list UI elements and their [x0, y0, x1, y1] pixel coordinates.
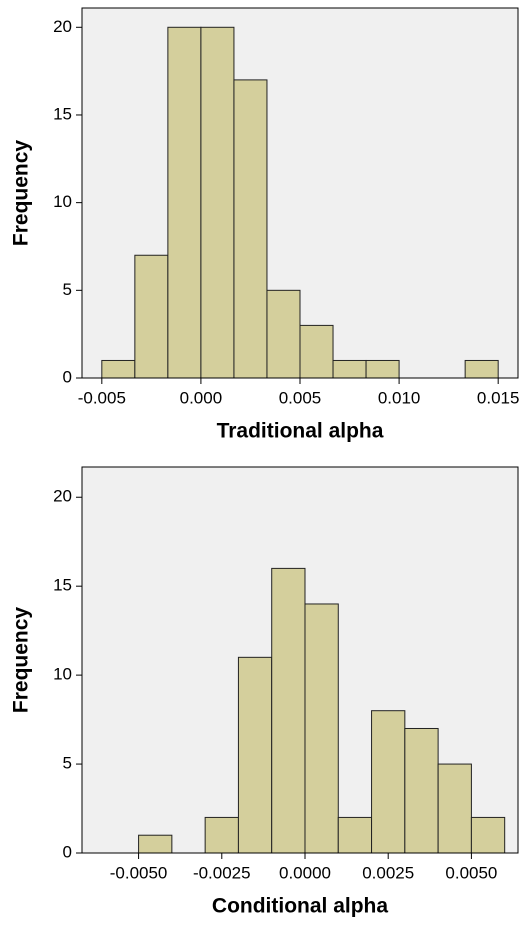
x-tick-label: 0.015	[477, 388, 520, 407]
x-tick-label: 0.010	[378, 388, 421, 407]
bar	[138, 834, 173, 854]
x-tick-label: 0.0000	[279, 863, 331, 882]
bar	[365, 359, 400, 379]
y-tick-label: 15	[53, 576, 72, 595]
bar	[266, 289, 301, 379]
y-tick-label: 5	[63, 754, 72, 773]
x-tick-label: -0.005	[78, 388, 126, 407]
plot-frame	[81, 466, 519, 854]
bar	[332, 359, 367, 379]
y-tick-label: 10	[53, 665, 72, 684]
bar	[167, 26, 202, 379]
y-axis-title: Frequency	[10, 140, 33, 247]
bar	[371, 710, 406, 854]
y-tick-label: 10	[53, 192, 72, 211]
x-tick-label: 0.000	[180, 388, 223, 407]
y-tick-label: 20	[53, 17, 72, 36]
x-axis-title: Conditional alpha	[212, 895, 388, 918]
bar	[337, 816, 373, 854]
bar	[470, 816, 506, 854]
bar	[299, 324, 334, 379]
x-tick-label: -0.0025	[193, 863, 251, 882]
y-tick-label: 0	[63, 367, 72, 386]
x-tick-label: 0.0050	[445, 863, 497, 882]
x-tick-label: 0.0025	[362, 863, 414, 882]
y-tick-label: 0	[63, 842, 72, 861]
x-tick-label: -0.0050	[110, 863, 168, 882]
y-axis-title: Frequency	[10, 607, 33, 714]
y-tick-label: 15	[53, 104, 72, 123]
x-axis-title: Traditional alpha	[217, 420, 384, 443]
bar	[200, 26, 235, 379]
x-tick-label: 0.005	[279, 388, 322, 407]
bar	[204, 816, 239, 854]
bar	[404, 727, 439, 854]
bar	[101, 359, 136, 379]
bar	[134, 254, 169, 379]
bar	[437, 763, 472, 854]
y-tick-label: 5	[63, 280, 72, 299]
bar	[233, 79, 268, 379]
bar	[304, 603, 339, 854]
bar	[464, 359, 499, 379]
bar	[237, 656, 273, 854]
bar	[271, 567, 306, 854]
y-tick-label: 20	[53, 487, 72, 506]
